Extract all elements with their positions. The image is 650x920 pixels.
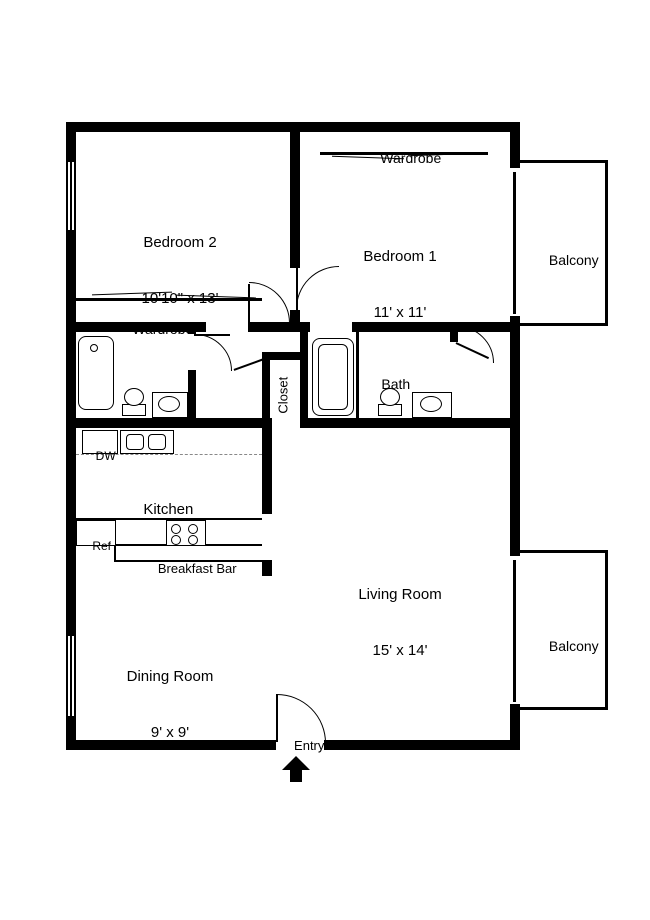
label-bath: Bath — [358, 358, 418, 411]
wall-bath-bottom — [66, 418, 270, 428]
left-sink — [158, 396, 180, 412]
label-living-dim: 15' x 14' — [320, 642, 480, 661]
wall-kit-living-a — [262, 418, 272, 514]
wall-outer-right-b — [510, 316, 520, 556]
left-toilet-bowl — [124, 388, 144, 406]
label-entry: Entry — [272, 722, 332, 771]
floorplan-canvas: Bedroom 2 10'10" x 13' Bedroom 1 11' x 1… — [0, 0, 650, 920]
label-bedroom1: Bedroom 1 11' x 11' — [330, 210, 470, 360]
wall-kit-living-b — [262, 560, 272, 576]
wall-bed-divider-top — [290, 122, 300, 268]
label-bedroom1-dim: 11' x 11' — [330, 304, 470, 323]
label-dw-text: DW — [96, 449, 116, 463]
balcony2-right — [605, 550, 608, 710]
label-dining-name: Dining Room — [100, 668, 240, 687]
label-bedroom2-name: Bedroom 2 — [110, 234, 250, 253]
breakfast-bar-left — [114, 544, 116, 562]
balcony2-top — [520, 550, 608, 553]
wall-outer-right-c — [510, 704, 520, 750]
label-dining: Dining Room 9' x 9' — [100, 630, 240, 780]
right-sink — [420, 396, 442, 412]
balcony1-rail — [513, 172, 516, 314]
label-wardrobe-top-text: Wardrobe — [380, 150, 441, 166]
label-wardrobe-left: Wardrobe — [100, 303, 210, 356]
wall-leftbath-right — [188, 370, 196, 426]
label-living-name: Living Room — [320, 586, 480, 605]
window-left-upper-line — [70, 162, 72, 230]
label-breakfast-bar: Breakfast Bar — [120, 545, 260, 594]
balcony2-rail — [513, 560, 516, 702]
label-balcony1-text: Balcony — [549, 252, 599, 268]
label-closet: Closet — [260, 374, 309, 430]
wall-bath-bottom-r — [300, 418, 520, 428]
label-bedroom1-name: Bedroom 1 — [330, 248, 470, 267]
wall-outer-right-a — [510, 122, 520, 168]
balcony1-right — [605, 160, 608, 326]
label-kitchen-text: Kitchen — [143, 501, 193, 518]
label-living: Living Room 15' x 14' — [320, 548, 480, 698]
label-wardrobe-top: Wardrobe — [348, 132, 458, 185]
label-kitchen: Kitchen — [110, 482, 210, 538]
label-dining-dim: 9' x 9' — [100, 724, 240, 743]
label-bath-text: Bath — [381, 376, 410, 392]
label-entry-text: Entry — [294, 738, 324, 753]
label-wardrobe-left-text: Wardrobe — [132, 321, 193, 337]
left-tub-drain — [90, 344, 98, 352]
label-balcony1: Balcony — [528, 234, 604, 287]
sink-basin-r — [148, 434, 166, 450]
label-ref-text: Ref — [92, 539, 111, 553]
label-balcony2: Balcony — [528, 620, 604, 673]
sink-basin-l — [126, 434, 144, 450]
window-left-lower-line — [70, 636, 72, 716]
balcony1-bottom — [520, 323, 608, 326]
balcony2-bottom — [520, 707, 608, 710]
label-closet-text: Closet — [276, 377, 291, 414]
door-closet-leaf — [234, 358, 265, 371]
label-breakfast-bar-text: Breakfast Bar — [158, 561, 237, 576]
label-balcony2-text: Balcony — [549, 638, 599, 654]
label-ref: Ref — [76, 524, 114, 569]
label-dw: DW — [82, 434, 116, 479]
balcony1-top — [520, 160, 608, 163]
